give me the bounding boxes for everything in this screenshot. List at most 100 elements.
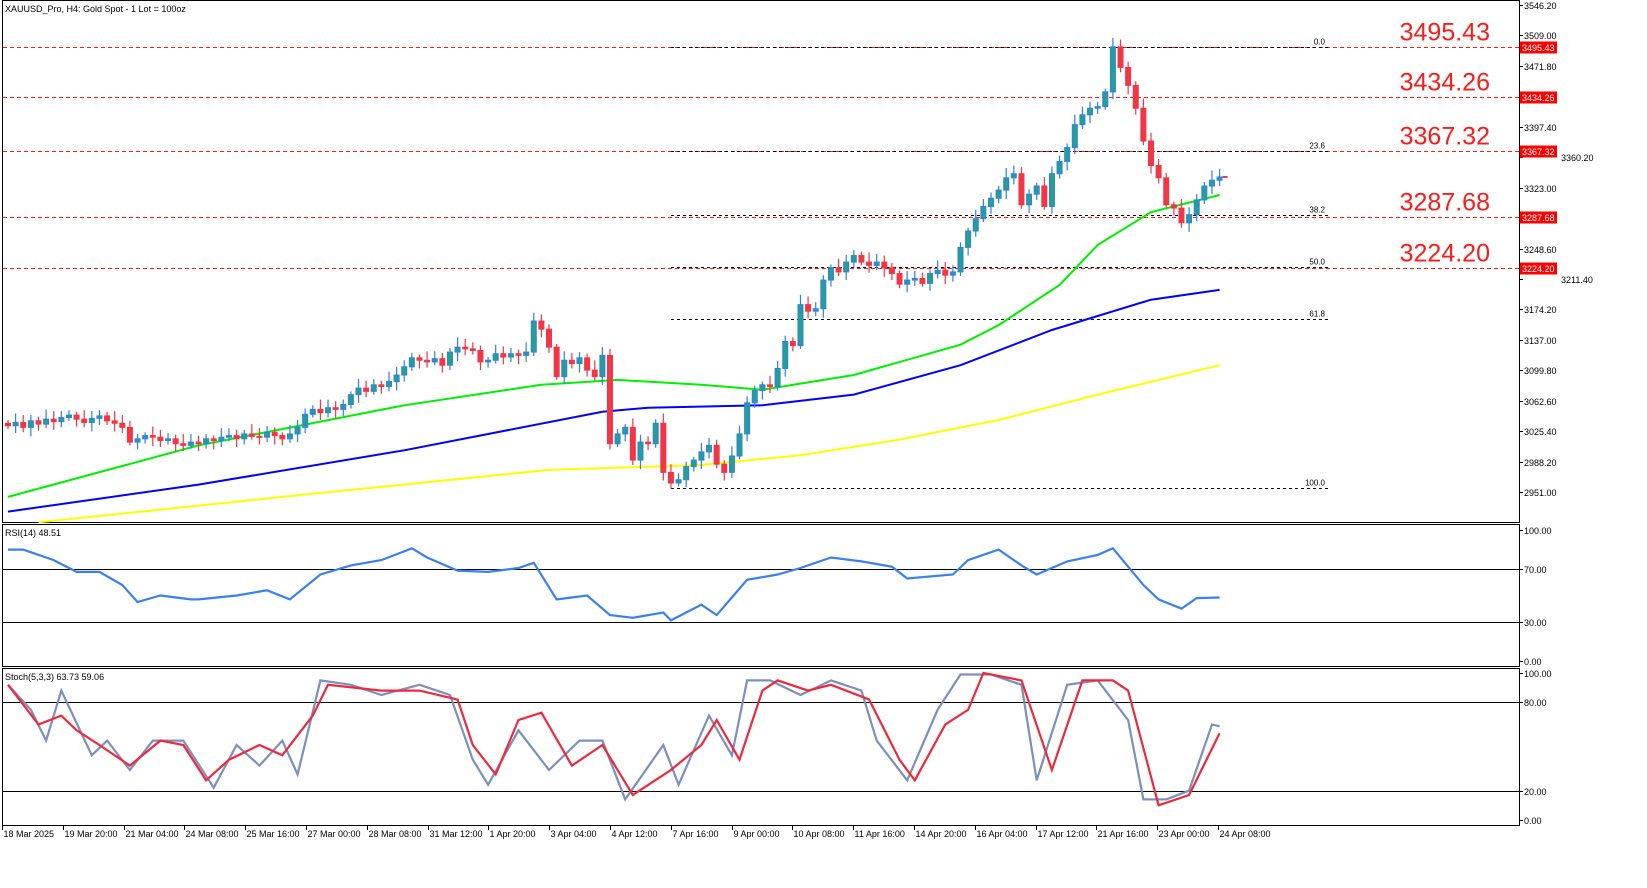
bull-candle (987, 197, 994, 207)
bull-candle (965, 230, 972, 248)
price-tick-label: 3323.00 (1524, 184, 1557, 194)
bull-candle (1102, 91, 1109, 108)
bull-candle (690, 459, 697, 468)
bull-candle (401, 366, 408, 376)
bull-candle (1201, 185, 1208, 201)
time-tick-label: 23 Apr 00:00 (1159, 829, 1210, 839)
bear-candle (538, 320, 545, 330)
bull-candle (386, 381, 392, 387)
price-tag-text: 3224.20 (1522, 264, 1555, 274)
bull-candle (187, 441, 194, 446)
price-axis[interactable]: 3546.20 3509.00 3471.80 3397.40 3360.20 3323.… (1519, 1, 1594, 498)
bear-candle (35, 420, 42, 425)
price-tick-label: 3099.80 (1524, 366, 1557, 376)
bull-candle (27, 420, 34, 428)
time-tick-label: 28 Mar 08:00 (369, 829, 422, 839)
price-tick-label: 2988.20 (1524, 458, 1557, 468)
bull-candle (873, 261, 880, 266)
bear-candle (789, 340, 796, 347)
bull-candle (1071, 124, 1078, 149)
bull-candle (706, 444, 713, 453)
bear-candle (568, 359, 575, 365)
rsi-tick-label: 100.00 (1524, 526, 1552, 536)
stoch-tick-label: 20.00 (1524, 787, 1547, 797)
bull-candle (728, 455, 735, 473)
bull-candle (325, 407, 332, 414)
bull-candle (949, 271, 956, 276)
bear-candle (195, 441, 202, 445)
rsi-panel[interactable] (2, 524, 1520, 667)
bull-candle (561, 359, 568, 378)
price-tick-label: 3174.20 (1524, 305, 1557, 315)
bear-candle (416, 357, 423, 361)
price-tick-label: 3137.00 (1524, 336, 1557, 346)
stoch-label: Stoch(5,3,3) 63.73 59.06 (5, 672, 104, 682)
bear-candle (1041, 185, 1048, 207)
fibonacci-retracement[interactable]: 0.0 23.6 38.2 50.0 61.8 100.0 (670, 38, 1328, 489)
fib-level-label: 38.2 (1309, 206, 1325, 215)
bull-candle (1193, 199, 1200, 216)
bear-candle (1132, 84, 1139, 109)
bear-candle (1155, 165, 1162, 179)
bear-candle (919, 277, 926, 284)
moving-average-line (7, 194, 1220, 498)
time-tick-label: 21 Apr 16:00 (1098, 829, 1149, 839)
bull-candle (134, 438, 141, 443)
bull-candle (58, 417, 65, 423)
bull-candle (347, 394, 354, 405)
bull-candle (286, 433, 293, 440)
price-tag (1520, 91, 1557, 104)
bull-candle (302, 413, 309, 428)
bull-candle (1033, 185, 1040, 195)
bear-candle (424, 359, 431, 363)
bull-candle (751, 390, 758, 404)
time-tick-label: 24 Apr 08:00 (1220, 829, 1271, 839)
main-panel[interactable] (2, 0, 1520, 523)
bear-candle (515, 353, 522, 356)
bull-candle (370, 384, 377, 392)
time-axis[interactable]: 18 Mar 2025 19 Mar 20:00 21 Mar 04:00 24 Ma… (2, 826, 1271, 839)
bull-candle (843, 261, 850, 273)
bull-candle (698, 451, 705, 461)
fib-level-label: 50.0 (1309, 258, 1325, 267)
bull-candle (393, 374, 400, 383)
bear-candle (546, 328, 553, 348)
bull-candle (43, 418, 50, 425)
bull-candle (744, 402, 751, 435)
bull-candle (904, 279, 911, 285)
bear-candle (439, 358, 446, 366)
bull-candle (1208, 179, 1215, 187)
rsi-tick-label: 70.00 (1524, 565, 1547, 575)
time-tick-label: 21 Mar 04:00 (126, 829, 179, 839)
bull-candle (408, 357, 415, 368)
bull-candle (820, 279, 827, 310)
stoch-signal-line (7, 671, 1221, 807)
bull-candle (1048, 173, 1055, 207)
bull-candle (774, 367, 781, 387)
stoch-panel[interactable] (2, 668, 1520, 826)
bear-candle (233, 435, 240, 440)
bear-candle (126, 426, 133, 443)
bear-candle (553, 346, 560, 378)
stoch-tick-label: 0.00 (1524, 816, 1542, 826)
time-tick-label: 19 Mar 20:00 (65, 829, 118, 839)
bull-candle (850, 255, 857, 263)
bull-candle (1186, 214, 1193, 224)
price-tick-label: 3062.60 (1524, 397, 1557, 407)
bull-candle (812, 308, 819, 312)
bear-candle (378, 384, 385, 387)
level-label: 3434.26 (1400, 69, 1490, 97)
bull-candle (675, 479, 682, 484)
bull-candle (96, 415, 103, 419)
bear-candle (591, 369, 598, 378)
bull-candle (927, 273, 934, 284)
price-tag (1520, 145, 1557, 158)
bull-candle (485, 359, 492, 363)
bull-candle (218, 436, 225, 441)
bear-candle (81, 418, 88, 423)
time-tick-label: 17 Apr 12:00 (1038, 829, 1089, 839)
fib-level-label: 100.0 (1305, 479, 1326, 488)
bull-candle (225, 435, 232, 438)
bull-candle (576, 357, 583, 365)
